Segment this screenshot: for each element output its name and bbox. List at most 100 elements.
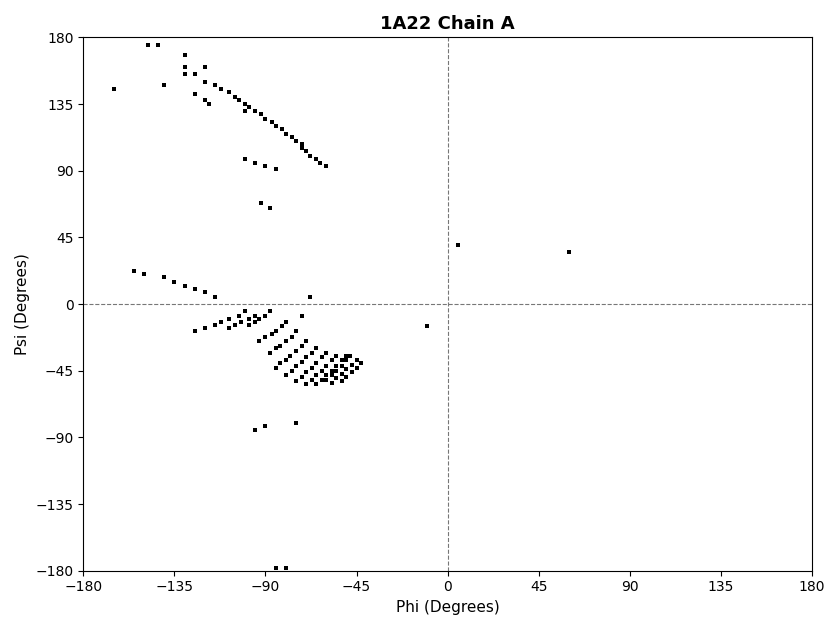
- Point: [158, 272, 171, 282]
- Point: [326, 355, 339, 365]
- Point: [228, 320, 242, 330]
- Point: [223, 87, 236, 97]
- Point: [228, 91, 242, 101]
- Point: [344, 351, 357, 361]
- Point: [339, 372, 353, 382]
- Point: [305, 348, 318, 358]
- Point: [279, 336, 292, 346]
- Point: [214, 84, 228, 94]
- Point: [253, 336, 266, 346]
- Point: [168, 277, 181, 287]
- Point: [198, 287, 212, 297]
- Point: [239, 106, 252, 117]
- Point: [289, 346, 302, 357]
- Point: [309, 370, 323, 380]
- Point: [319, 375, 333, 385]
- Point: [279, 129, 292, 139]
- Point: [319, 348, 333, 358]
- Point: [279, 563, 292, 573]
- Point: [339, 355, 353, 365]
- Point: [309, 379, 323, 389]
- Point: [329, 361, 343, 371]
- Point: [202, 99, 216, 109]
- Point: [259, 114, 272, 124]
- Point: [249, 311, 262, 321]
- Point: [107, 84, 120, 94]
- Point: [158, 80, 171, 90]
- Point: [309, 358, 323, 369]
- Point: [239, 154, 252, 164]
- Point: [188, 89, 202, 99]
- Point: [279, 317, 292, 327]
- Point: [336, 361, 349, 371]
- Point: [255, 198, 268, 209]
- Point: [263, 306, 276, 316]
- Point: [269, 164, 282, 175]
- Point: [339, 351, 353, 361]
- Point: [269, 363, 282, 373]
- Point: [178, 69, 192, 79]
- Point: [178, 281, 192, 291]
- Point: [339, 364, 353, 374]
- Point: [313, 158, 327, 168]
- Point: [138, 270, 151, 280]
- Point: [214, 317, 228, 327]
- Point: [279, 355, 292, 365]
- Point: [295, 311, 308, 321]
- Point: [208, 320, 222, 330]
- Point: [303, 292, 317, 302]
- Point: [265, 117, 278, 127]
- Point: [234, 317, 248, 327]
- Point: [141, 40, 155, 50]
- Point: [326, 365, 339, 375]
- Point: [309, 343, 323, 353]
- Point: [269, 326, 282, 336]
- Point: [243, 102, 256, 112]
- Point: [233, 94, 246, 105]
- Point: [289, 361, 302, 371]
- Point: [285, 132, 298, 142]
- Point: [275, 321, 288, 331]
- Point: [198, 77, 212, 87]
- Point: [269, 563, 282, 573]
- Point: [269, 343, 282, 353]
- Point: [305, 375, 318, 385]
- Point: [259, 161, 272, 171]
- Point: [255, 110, 268, 120]
- Point: [188, 326, 202, 336]
- Point: [295, 340, 308, 350]
- Point: [223, 323, 236, 333]
- Point: [263, 203, 276, 213]
- Point: [243, 320, 256, 330]
- Point: [249, 158, 262, 168]
- Point: [295, 139, 308, 149]
- Point: [273, 340, 286, 350]
- Point: [273, 358, 286, 369]
- Point: [285, 365, 298, 375]
- Point: [253, 314, 266, 324]
- Point: [249, 317, 262, 327]
- Point: [289, 418, 302, 428]
- Point: [329, 365, 343, 375]
- Point: [346, 367, 360, 377]
- Point: [299, 146, 312, 156]
- Point: [336, 376, 349, 386]
- Point: [336, 355, 349, 365]
- Point: [354, 358, 367, 369]
- Point: [319, 161, 333, 171]
- Point: [299, 367, 312, 377]
- Point: [279, 370, 292, 380]
- Point: [239, 306, 252, 316]
- Point: [269, 121, 282, 131]
- Point: [128, 266, 141, 277]
- Point: [421, 321, 434, 331]
- Point: [349, 363, 363, 373]
- Point: [299, 336, 312, 346]
- Point: [299, 352, 312, 362]
- X-axis label: Phi (Degrees): Phi (Degrees): [396, 600, 500, 615]
- Point: [451, 240, 465, 250]
- Point: [198, 323, 212, 333]
- Point: [208, 292, 222, 302]
- Point: [285, 331, 298, 341]
- Point: [326, 370, 339, 380]
